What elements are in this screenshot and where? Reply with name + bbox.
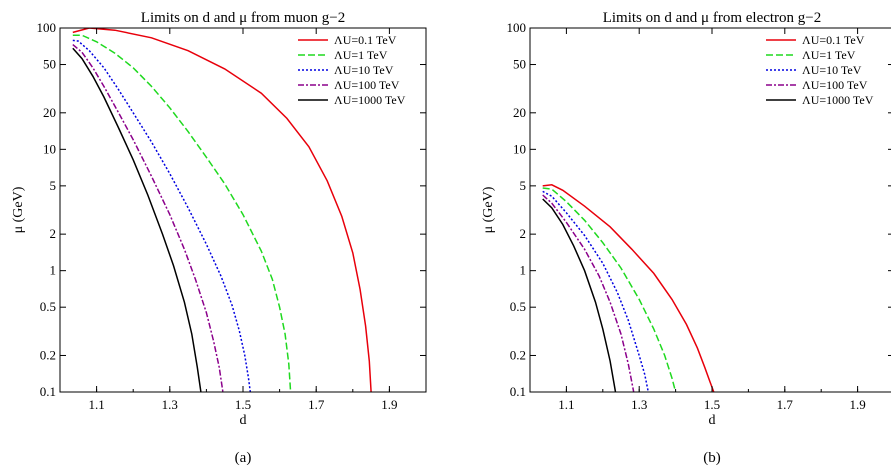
legend-entry: ΛU=0.1 TeV [334,33,397,47]
series-line-4 [542,198,617,392]
legend-entry: ΛU=10 TeV [334,63,394,77]
x-tick-label: 1.7 [777,397,794,412]
series-line-1 [542,187,677,392]
panel-b-electron: 1.1 1.3 1.5 1.7 1.9 0.1 0.2 0.5 1 2 5 10 20 50 100 Limi… [481,10,891,466]
y-tick-label: 5 [50,178,57,193]
legend-entry: ΛU=1000 TeV [802,93,874,107]
series-line-0 [72,28,372,392]
y-tick-label: 20 [513,105,526,120]
series-line-4 [72,47,202,392]
panel-label: (b) [703,450,721,466]
panel-a-muon: 1.1 1.3 1.5 1.7 1.9 0.1 0.2 0.5 1 2 5 10 20 50 100 Limi… [11,10,427,466]
y-tick-label: 1 [50,263,57,278]
x-axis-label: d [709,413,716,428]
legend-entry: ΛU=10 TeV [802,63,862,77]
x-tick-label: 1.1 [558,397,574,412]
y-tick-label: 10 [513,141,526,156]
y-tick-label: 20 [43,105,56,120]
series-line-3 [542,194,635,392]
legend-entry: ΛU=1000 TeV [334,93,406,107]
y-tick-label: 0.5 [40,299,56,314]
series-line-1 [72,34,292,392]
chart-title: Limits on d and μ from electron g−2 [603,10,822,26]
y-tick-label: 2 [50,226,57,241]
y-tick-label: 50 [513,57,526,72]
y-tick-label: 0.5 [510,299,526,314]
legend-entry: ΛU=0.1 TeV [802,33,865,47]
y-tick-label: 0.1 [510,384,526,399]
series-line-0 [542,184,715,392]
y-tick-label: 0.2 [510,347,526,362]
x-tick-label: 1.5 [704,397,720,412]
y-tick-label: 5 [520,178,527,193]
legend-entry: ΛU=1 TeV [334,48,388,62]
legend-entry: ΛU=100 TeV [334,78,400,92]
y-axis-label: μ (GeV) [11,186,26,233]
x-tick-label: 1.9 [381,397,397,412]
x-tick-label: 1.3 [162,397,178,412]
series-line-2 [72,39,252,392]
y-tick-label: 0.1 [40,384,56,399]
series-line-2 [542,190,650,392]
y-tick-label: 0.2 [40,347,56,362]
x-tick-label: 1.9 [849,397,865,412]
series-line-3 [72,44,224,392]
y-tick-label: 1 [520,263,527,278]
panel-label: (a) [235,450,252,466]
y-axis-label: μ (GeV) [481,186,496,233]
x-tick-label: 1.5 [235,397,251,412]
y-tick-label: 50 [43,57,56,72]
legend-entry: ΛU=100 TeV [802,78,868,92]
x-axis-label: d [240,413,247,428]
y-tick-label: 100 [37,20,57,35]
x-tick-label: 1.3 [631,397,647,412]
x-tick-label: 1.1 [88,397,104,412]
y-tick-label: 10 [43,141,56,156]
y-tick-label: 2 [520,226,527,241]
x-tick-label: 1.7 [308,397,325,412]
legend-entry: ΛU=1 TeV [802,48,856,62]
y-tick-label: 100 [507,20,527,35]
chart-title: Limits on d and μ from muon g−2 [141,10,345,26]
